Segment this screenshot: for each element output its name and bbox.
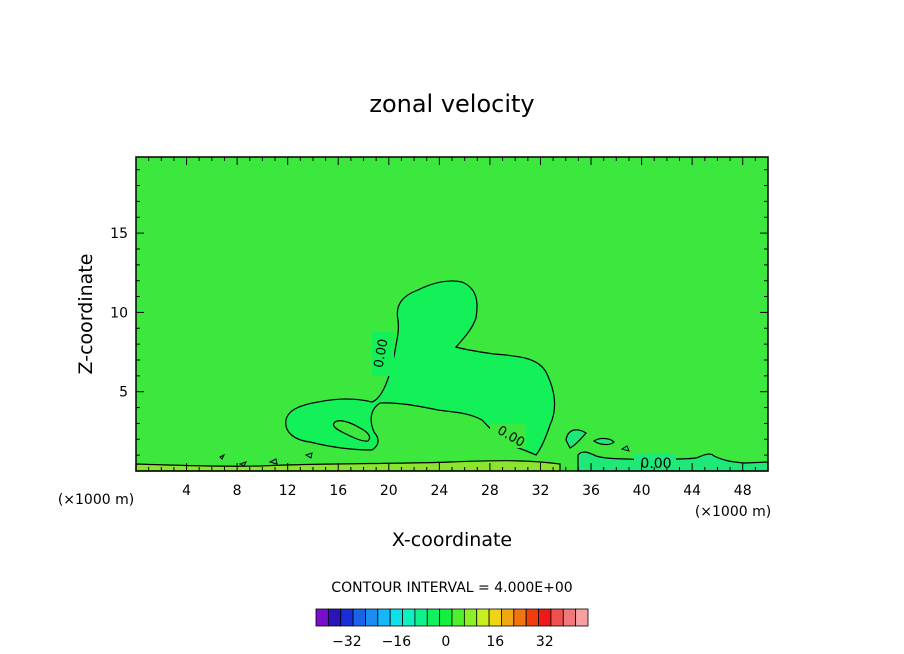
field-small-blobs bbox=[219, 445, 630, 467]
field-region-hole bbox=[332, 420, 371, 442]
field-region-islet bbox=[565, 429, 587, 449]
colorbar-swatch bbox=[550, 608, 564, 627]
colorbar-swatch bbox=[451, 608, 465, 627]
field-bottom-band bbox=[135, 460, 561, 472]
contour-label: 0.00 bbox=[372, 338, 392, 369]
colorbar-tick-label: −16 bbox=[382, 634, 412, 650]
contour-labels: 0.00 0.00 0.00 bbox=[372, 332, 676, 472]
x-tick-label: 4 bbox=[182, 483, 191, 499]
colorbar-tick-label: −32 bbox=[332, 634, 362, 650]
x-tick-label: 44 bbox=[683, 483, 701, 499]
colorbar-swatch bbox=[352, 608, 366, 627]
contour-interval-text: CONTOUR INTERVAL = 4.000E+00 bbox=[331, 580, 572, 596]
x-unit-left: (×1000 m) bbox=[58, 492, 134, 508]
colorbar-swatch bbox=[538, 608, 552, 627]
contour-label: 0.00 bbox=[640, 456, 671, 472]
colorbar-swatch bbox=[365, 608, 379, 627]
x-tick-label: 24 bbox=[430, 483, 448, 499]
x-tick-label: 36 bbox=[582, 483, 600, 499]
x-tick-label: 48 bbox=[734, 483, 752, 499]
x-tick-label: 20 bbox=[380, 483, 398, 499]
colorbar-swatch bbox=[513, 608, 527, 627]
field-region-inner bbox=[285, 280, 556, 456]
colorbar-swatch bbox=[575, 608, 589, 627]
y-tick-label: 10 bbox=[110, 305, 128, 321]
colorbar-swatch bbox=[463, 608, 478, 627]
y-axis-label: Z-coordinate bbox=[75, 254, 97, 375]
colorbar-swatch bbox=[476, 608, 490, 627]
colorbar-swatch bbox=[315, 608, 329, 627]
colorbar-tick-label: 32 bbox=[536, 634, 554, 650]
plot-area: 0.00 0.00 0.00 4 8 12 16 20 24 28 32 36 40 44 48 51… bbox=[110, 156, 769, 499]
y-axis-ticks: 5 10 15 bbox=[110, 169, 768, 456]
chart-title: zonal velocity bbox=[369, 90, 534, 118]
colorbar-tick-label: 16 bbox=[486, 634, 504, 650]
colorbar-swatch bbox=[402, 608, 416, 627]
x-unit-right: (×1000 m) bbox=[695, 504, 771, 520]
colorbar-swatch bbox=[414, 608, 428, 627]
colorbar-swatch bbox=[501, 608, 515, 627]
colorbar-swatch bbox=[426, 608, 441, 627]
colorbar-swatch bbox=[562, 608, 577, 627]
x-tick-label: 40 bbox=[633, 483, 651, 499]
colorbar-swatch bbox=[525, 608, 539, 627]
colorbar-swatch bbox=[340, 608, 354, 627]
colorbar-swatch bbox=[377, 608, 391, 627]
field-region-blob bbox=[592, 437, 615, 446]
x-tick-label: 16 bbox=[329, 483, 347, 499]
y-tick-label: 15 bbox=[110, 226, 128, 242]
x-tick-label: 8 bbox=[233, 483, 242, 499]
colorbar-swatch bbox=[488, 608, 502, 627]
x-axis-label: X-coordinate bbox=[392, 529, 512, 551]
colorbar: −32 −16 0 16 32 bbox=[315, 608, 589, 650]
colorbar-swatch bbox=[327, 608, 342, 627]
y-tick-label: 5 bbox=[119, 385, 128, 401]
x-tick-label: 32 bbox=[532, 483, 550, 499]
x-tick-label: 12 bbox=[279, 483, 297, 499]
x-axis-ticks: 4 8 12 16 20 24 28 32 36 40 44 48 bbox=[148, 157, 756, 499]
colorbar-tick-label: 0 bbox=[441, 634, 450, 650]
colorbar-swatch bbox=[439, 608, 453, 627]
x-tick-label: 28 bbox=[481, 483, 499, 499]
colorbar-swatch bbox=[389, 608, 403, 627]
